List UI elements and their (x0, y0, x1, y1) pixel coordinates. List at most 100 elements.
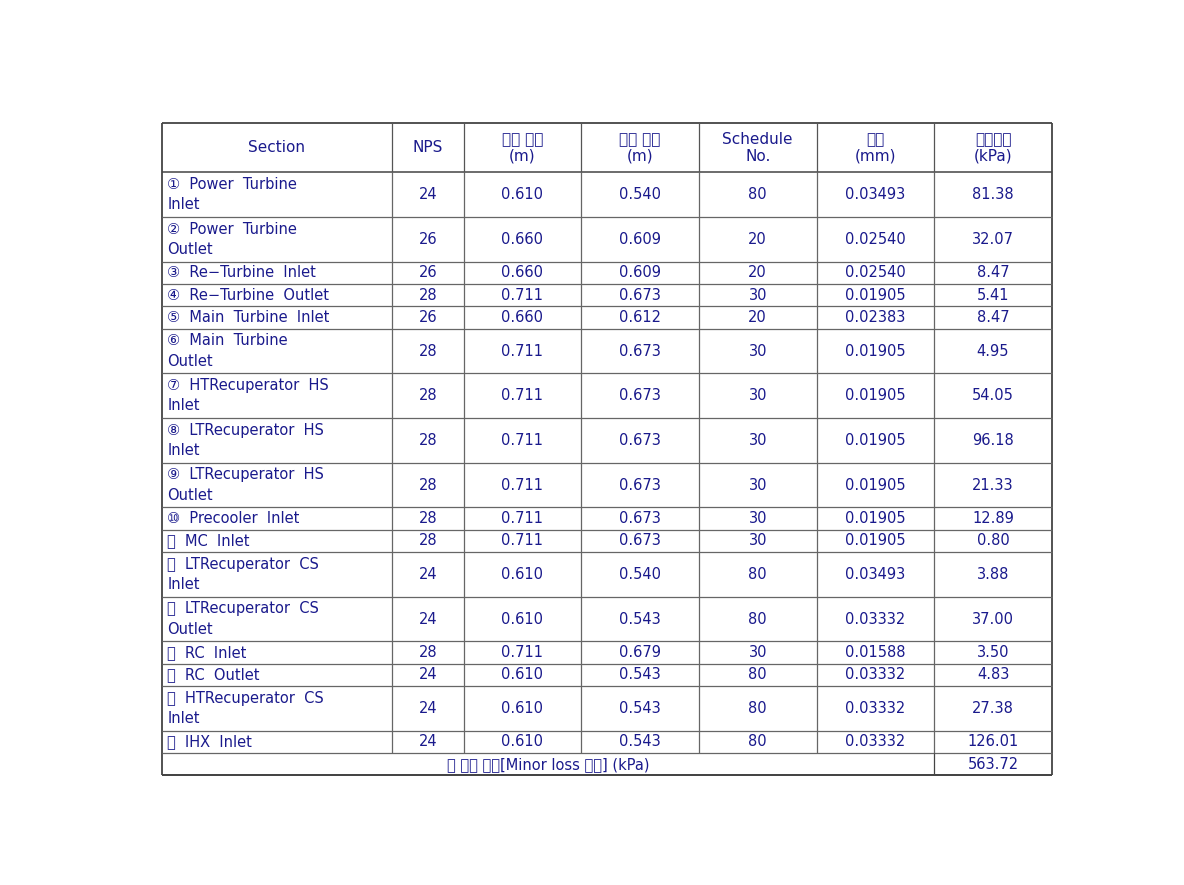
Text: 27.38: 27.38 (972, 701, 1014, 716)
Text: Inlet: Inlet (167, 398, 200, 413)
Text: ⑫  LTRecuperator  CS: ⑫ LTRecuperator CS (167, 557, 320, 572)
Text: 80: 80 (748, 612, 767, 627)
Text: 28: 28 (418, 645, 437, 660)
Text: 26: 26 (418, 266, 437, 281)
Text: 4.95: 4.95 (977, 343, 1009, 358)
Text: 30: 30 (748, 433, 767, 448)
Text: 5.41: 5.41 (977, 288, 1009, 303)
Text: 0.03332: 0.03332 (845, 701, 906, 716)
Text: 0.543: 0.543 (619, 701, 661, 716)
Text: Inlet: Inlet (167, 197, 200, 212)
Text: ⑮  RC  Outlet: ⑮ RC Outlet (167, 667, 259, 682)
Text: 20: 20 (748, 310, 767, 325)
Text: Inlet: Inlet (167, 443, 200, 458)
Text: 28: 28 (418, 478, 437, 493)
Text: 0.610: 0.610 (501, 612, 543, 627)
Text: 0.02540: 0.02540 (845, 232, 906, 247)
Text: 0.660: 0.660 (501, 232, 543, 247)
Text: 24: 24 (418, 667, 437, 682)
Text: 0.609: 0.609 (619, 232, 661, 247)
Text: 0.673: 0.673 (619, 433, 661, 448)
Text: 20: 20 (748, 232, 767, 247)
Text: 28: 28 (418, 343, 437, 358)
Text: 30: 30 (748, 511, 767, 526)
Text: 0.01905: 0.01905 (845, 288, 906, 303)
Text: 37.00: 37.00 (972, 612, 1014, 627)
Text: 30: 30 (748, 645, 767, 660)
Text: 0.673: 0.673 (619, 534, 661, 549)
Text: 0.660: 0.660 (501, 310, 543, 325)
Text: 28: 28 (418, 534, 437, 549)
Text: 30: 30 (748, 343, 767, 358)
Text: 30: 30 (748, 534, 767, 549)
Text: 0.540: 0.540 (619, 188, 661, 202)
Text: NPS: NPS (412, 141, 443, 155)
Text: 12.89: 12.89 (972, 511, 1014, 526)
Text: Inlet: Inlet (167, 712, 200, 727)
Text: 0.711: 0.711 (501, 511, 543, 526)
Text: 수 압력 강하[Minor loss 포함] (kPa): 수 압력 강하[Minor loss 포함] (kPa) (446, 757, 649, 772)
Text: 0.02540: 0.02540 (845, 266, 906, 281)
Text: 0.673: 0.673 (619, 478, 661, 493)
Text: 24: 24 (418, 188, 437, 202)
Text: ①  Power  Turbine: ① Power Turbine (167, 177, 297, 192)
Text: 0.03332: 0.03332 (845, 735, 906, 750)
Text: 0.03493: 0.03493 (845, 188, 906, 202)
Text: ④  Re−Turbine  Outlet: ④ Re−Turbine Outlet (167, 288, 329, 303)
Text: Outlet: Outlet (167, 354, 213, 369)
Text: Schedule: Schedule (722, 132, 793, 147)
Text: 28: 28 (418, 433, 437, 448)
Text: ⑰  IHX  Inlet: ⑰ IHX Inlet (167, 735, 252, 750)
Text: Inlet: Inlet (167, 577, 200, 592)
Text: (m): (m) (509, 149, 535, 164)
Text: 80: 80 (748, 667, 767, 682)
Text: 30: 30 (748, 288, 767, 303)
Text: ⑥  Main  Turbine: ⑥ Main Turbine (167, 334, 288, 349)
Text: 0.711: 0.711 (501, 288, 543, 303)
Text: Outlet: Outlet (167, 622, 213, 637)
Text: 0.01905: 0.01905 (845, 511, 906, 526)
Text: 0.01905: 0.01905 (845, 433, 906, 448)
Text: 0.609: 0.609 (619, 266, 661, 281)
Text: 8.47: 8.47 (977, 266, 1009, 281)
Text: 3.50: 3.50 (977, 645, 1009, 660)
Text: 압력강하: 압력강하 (974, 132, 1011, 147)
Text: 0.610: 0.610 (501, 188, 543, 202)
Text: 80: 80 (748, 567, 767, 581)
Text: 26: 26 (418, 310, 437, 325)
Text: 0.540: 0.540 (619, 567, 661, 581)
Text: 0.679: 0.679 (619, 645, 661, 660)
Text: 0.673: 0.673 (619, 343, 661, 358)
Text: 0.612: 0.612 (619, 310, 661, 325)
Text: 32.07: 32.07 (972, 232, 1014, 247)
Text: 0.02383: 0.02383 (845, 310, 906, 325)
Text: 0.673: 0.673 (619, 389, 661, 404)
Text: 0.543: 0.543 (619, 612, 661, 627)
Text: 4.83: 4.83 (977, 667, 1009, 682)
Text: 0.03493: 0.03493 (845, 567, 906, 581)
Text: ⑭  RC  Inlet: ⑭ RC Inlet (167, 645, 246, 660)
Text: 0.711: 0.711 (501, 389, 543, 404)
Text: 81.38: 81.38 (972, 188, 1014, 202)
Text: (mm): (mm) (855, 149, 896, 164)
Text: ⑪  MC  Inlet: ⑪ MC Inlet (167, 534, 250, 549)
Text: Section: Section (249, 141, 305, 155)
Text: 80: 80 (748, 701, 767, 716)
Text: 외부 직경: 외부 직경 (502, 132, 543, 147)
Text: 내부 직경: 내부 직경 (619, 132, 661, 147)
Text: 26: 26 (418, 232, 437, 247)
Text: 0.610: 0.610 (501, 667, 543, 682)
Text: 0.660: 0.660 (501, 266, 543, 281)
Text: 24: 24 (418, 612, 437, 627)
Text: 24: 24 (418, 735, 437, 750)
Text: 30: 30 (748, 478, 767, 493)
Text: ⑦  HTRecuperator  HS: ⑦ HTRecuperator HS (167, 378, 329, 393)
Text: 8.47: 8.47 (977, 310, 1009, 325)
Text: (kPa): (kPa) (973, 149, 1012, 164)
Text: ⑨  LTRecuperator  HS: ⑨ LTRecuperator HS (167, 467, 324, 482)
Text: 0.610: 0.610 (501, 567, 543, 581)
Text: ③  Re−Turbine  Inlet: ③ Re−Turbine Inlet (167, 266, 316, 281)
Text: 0.01905: 0.01905 (845, 343, 906, 358)
Text: 563.72: 563.72 (967, 757, 1018, 772)
Text: 0.711: 0.711 (501, 478, 543, 493)
